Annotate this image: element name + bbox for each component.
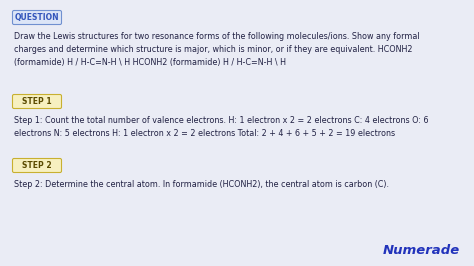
FancyBboxPatch shape xyxy=(12,159,62,172)
FancyBboxPatch shape xyxy=(12,10,62,24)
FancyBboxPatch shape xyxy=(12,94,62,109)
Text: STEP 2: STEP 2 xyxy=(22,161,52,170)
Text: STEP 1: STEP 1 xyxy=(22,97,52,106)
Text: Numerade: Numerade xyxy=(383,244,460,257)
Text: Step 2: Determine the central atom. In formamide (HCONH2), the central atom is c: Step 2: Determine the central atom. In f… xyxy=(14,180,389,189)
Text: Step 1: Count the total number of valence electrons. H: 1 electron x 2 = 2 elect: Step 1: Count the total number of valenc… xyxy=(14,116,428,138)
Text: QUESTION: QUESTION xyxy=(15,13,59,22)
Text: Draw the Lewis structures for two resonance forms of the following molecules/ion: Draw the Lewis structures for two resona… xyxy=(14,32,419,67)
